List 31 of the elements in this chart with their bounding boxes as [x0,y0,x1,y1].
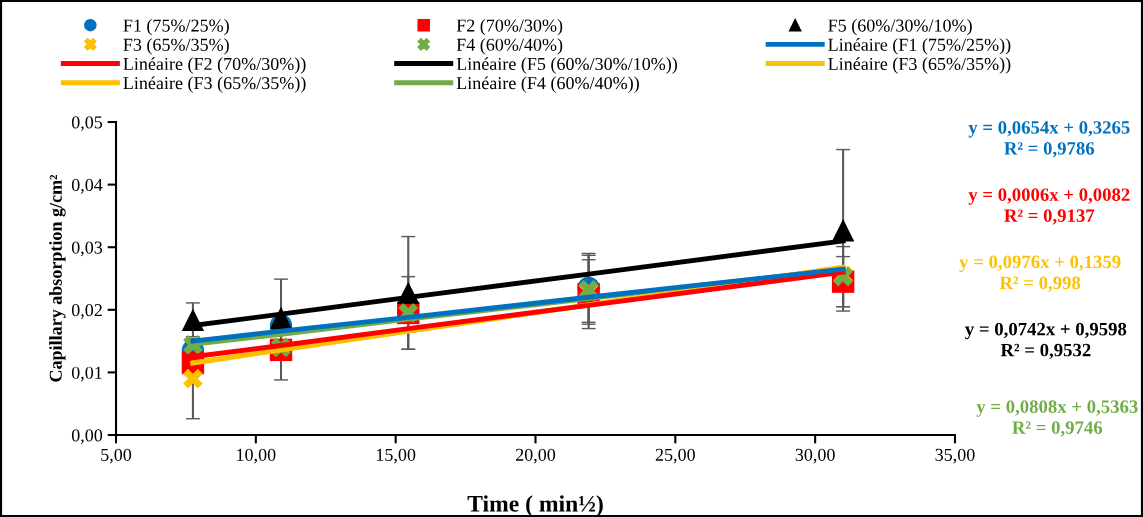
legend-label: F2 (70%/30%) [456,18,563,36]
x-tick-label: 25,00 [655,448,695,464]
legend-label: Linéaire (F2 (70%/30%)) [123,57,306,74]
x-tick-label: 20,00 [515,448,556,464]
x-axis-title: Time ( min½) [467,495,603,517]
x-tick-label: 5,00 [101,448,132,464]
x-tick-label: 10,00 [237,448,276,464]
text: y = 0,0654x + 0,3265 R² = 0,9786 [968,121,1130,158]
text: y = 0,0006x + 0,0082 R² = 0,9137 [968,188,1130,225]
text: y = 0,0808x + 0,5363 R² = 0,9746 [976,400,1138,437]
y-tick-label: 0,01 [71,366,102,382]
legend-label: Linéaire (F3 (65%/35%)) [828,57,1011,74]
legend-label: Linéaire (F3 (65%/35%)) [123,76,306,93]
y-tick-label: 0,05 [71,116,103,132]
x-tick-label: 35,00 [935,448,975,464]
y-tick-label: 0,02 [71,304,102,319]
text: y = 0,0742x + 0,9598 R² = 0,9532 [965,322,1127,360]
y-axis-title: Capillary absorption g/cm² [49,174,66,382]
y-tick-label: 0,04 [71,178,103,194]
legend-label: F3 (65%/35%) [123,38,229,55]
legend-label: F1 (75%/25%) [123,18,229,36]
x-tick-label: 15,00 [376,448,416,464]
legend-label: Linéaire (F1 (75%/25%)) [828,38,1011,55]
legend-label: Linéaire (F4 (60%/40%)) [456,76,639,93]
legend-label: F5 (60%/30%/10%) [828,18,972,36]
y-tick-label: 0,00 [71,429,103,445]
x-tick-label: 30,00 [795,448,835,464]
legend-label: F4 (60%/40%) [456,38,563,55]
legend-label: Linéaire (F5 (60%/30%/10%)) [456,57,678,74]
text: y = 0,0976x + 0,1359 R² = 0,998 [959,255,1121,292]
y-tick-label: 0,03 [71,241,103,257]
